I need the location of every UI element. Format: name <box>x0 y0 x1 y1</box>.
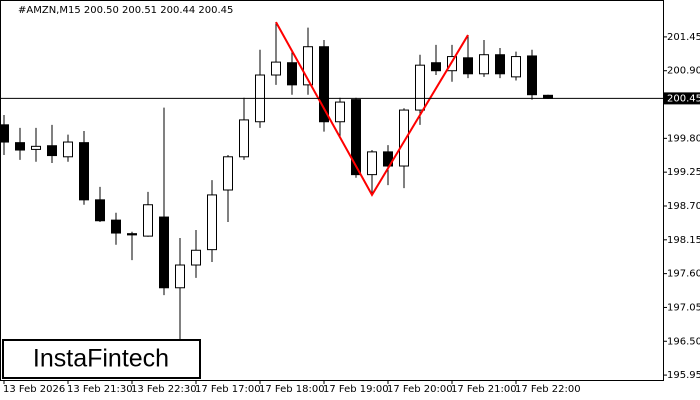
candle-body <box>143 204 153 237</box>
plot-frame <box>0 0 664 381</box>
y-tick-label: 199.80 <box>667 133 700 144</box>
candle-body <box>31 145 41 150</box>
candle-body <box>79 142 89 201</box>
candle-body <box>63 141 73 158</box>
x-tick-label: 17 Feb 18:00 <box>259 384 325 395</box>
candle-body <box>319 46 329 123</box>
candle-body <box>287 62 297 86</box>
candle-body <box>367 151 377 176</box>
candle-body <box>111 219 121 234</box>
y-tick-label: 200.90 <box>667 66 700 77</box>
last-price-box <box>664 92 700 105</box>
candle-body <box>303 46 313 86</box>
candle-body <box>0 124 9 143</box>
candle-body <box>431 62 441 72</box>
y-tick-label: 199.25 <box>667 167 700 178</box>
candle-body <box>223 156 233 191</box>
y-tick-label: 195.95 <box>667 370 700 381</box>
candle-body <box>479 54 489 75</box>
chart-title: #AMZN,M15 200.50 200.51 200.44 200.45 <box>18 5 233 16</box>
last-price-label: 200.45 <box>667 93 700 104</box>
candle-body <box>191 249 201 266</box>
y-tick-label: 198.15 <box>667 235 700 246</box>
candle-body <box>175 264 185 289</box>
candle-body <box>95 199 105 222</box>
y-tick-label: 196.50 <box>667 336 700 347</box>
candle-body <box>207 194 217 251</box>
candle-body <box>527 55 537 96</box>
y-tick-label: 197.60 <box>667 269 700 280</box>
x-tick-label: 13 Feb 22:30 <box>131 384 197 395</box>
candle-body <box>15 142 25 151</box>
candle-body <box>351 99 361 176</box>
candle-body <box>271 61 281 76</box>
candle-body <box>511 56 521 78</box>
y-tick-label: 201.45 <box>667 32 700 43</box>
x-tick-label: 17 Feb 21:00 <box>451 384 517 395</box>
candle-body <box>463 57 473 75</box>
x-tick-label: 17 Feb 17:00 <box>195 384 261 395</box>
candle-body <box>127 233 137 236</box>
y-tick-label: 197.05 <box>667 302 700 313</box>
candle-body <box>159 216 169 289</box>
x-tick-label: 13 Feb 2026 <box>3 384 65 395</box>
x-tick-label: 17 Feb 20:00 <box>387 384 453 395</box>
candle-body <box>335 101 345 123</box>
candle-body <box>415 64 425 111</box>
x-tick-label: 17 Feb 19:00 <box>323 384 389 395</box>
pattern-line <box>275 21 469 197</box>
logo: InstaFintech <box>33 345 169 373</box>
candle-body <box>495 54 505 75</box>
logo-box <box>2 339 201 379</box>
candle-body <box>239 119 249 158</box>
candle-body <box>447 56 457 72</box>
x-tick-label: 17 Feb 22:00 <box>515 384 581 395</box>
candle-body <box>399 109 409 167</box>
y-tick-label: 198.70 <box>667 201 700 212</box>
x-tick-label: 13 Feb 21:30 <box>67 384 133 395</box>
candle-body <box>47 145 57 157</box>
